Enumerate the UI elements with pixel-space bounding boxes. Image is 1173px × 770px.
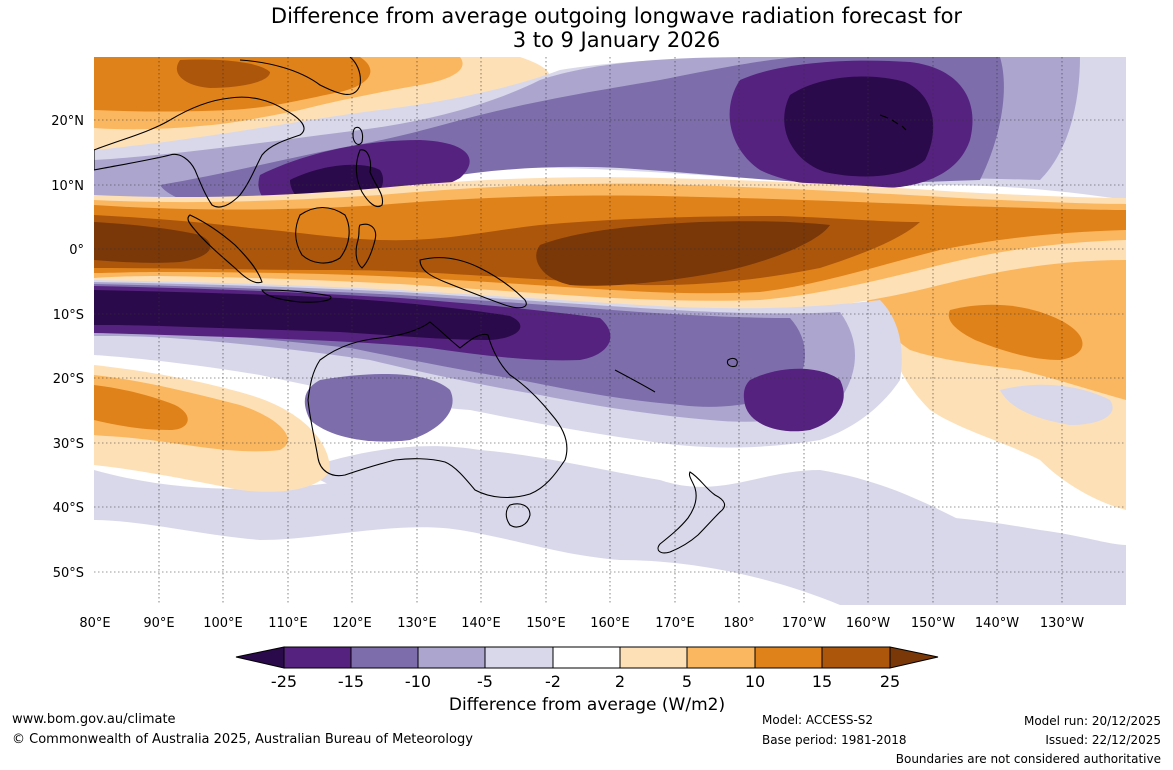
colorbar-tick-label: 25 — [880, 672, 900, 691]
colorbar-tick-label: -15 — [338, 672, 364, 691]
australia-coast — [307, 321, 568, 499]
taiwan-coast — [352, 126, 364, 145]
north-negative-core — [784, 76, 934, 177]
base-period: Base period: 1981-2018 — [762, 733, 907, 747]
lon-label: 180° — [723, 616, 754, 631]
colorbar-title: Difference from average (W/m2) — [448, 695, 726, 715]
lat-label: 0° — [69, 243, 84, 258]
new-guinea-coast — [419, 257, 527, 309]
lon-label: 130°W — [1040, 616, 1084, 631]
lon-label: 140°E — [461, 616, 501, 631]
lon-label: 170°E — [655, 616, 695, 631]
colorbar-tick-label: -25 — [271, 672, 297, 691]
colorbar-tick-label: 5 — [682, 672, 692, 691]
colorbar-segment — [350, 646, 419, 669]
sulawesi-coast — [355, 223, 377, 269]
fiji-islands — [726, 357, 738, 368]
lon-label: 160°E — [590, 616, 630, 631]
colorbar-tick-label: 2 — [615, 672, 625, 691]
lat-label: 50°S — [53, 566, 84, 581]
chart-title: Difference from average outgoing longwav… — [0, 4, 1173, 52]
anomaly-field — [94, 57, 1126, 605]
longitude-labels: 80°E 90°E 100°E 110°E 120°E 130°E 140°E … — [79, 616, 1084, 631]
lon-label: 150°E — [526, 616, 566, 631]
latitude-labels: 20°N 10°N 0° 10°S 20°S 30°S 40°S 50°S — [51, 114, 84, 581]
coastlines — [94, 57, 907, 554]
colorbar-segment — [686, 646, 756, 669]
nw-positive-center — [176, 59, 270, 88]
lon-label: 160°W — [846, 616, 890, 631]
boundary-disclaimer: Boundaries are not considered authoritat… — [895, 752, 1161, 766]
colorbar-segment — [484, 646, 554, 669]
lon-label: 80°E — [79, 616, 110, 631]
lat-label: 10°N — [51, 179, 84, 194]
colorbar-segment — [552, 646, 621, 669]
se-asia-coast — [94, 96, 305, 208]
philippines-coast — [355, 149, 384, 208]
colorbar: -25 -15 -10 -5 -2 2 5 10 15 25 — [235, 646, 939, 691]
colorbar-high-arrow — [889, 646, 939, 669]
sw-positive-strong — [94, 385, 188, 430]
gridlines — [94, 57, 1126, 605]
lon-label: 150°W — [911, 616, 955, 631]
coral-sea-mid — [304, 374, 453, 442]
south-negative-core — [94, 290, 521, 340]
title-line-1: Difference from average outgoing longwav… — [270, 4, 963, 28]
lon-label: 130°E — [397, 616, 437, 631]
colorbar-segment — [821, 646, 891, 669]
se-pacific-strong — [948, 304, 1083, 360]
copyright-text: © Commonwealth of Australia 2025, Austra… — [12, 732, 473, 747]
colorbar-segment — [417, 646, 486, 669]
sw-positive-mid — [94, 375, 288, 452]
lon-label: 140°W — [975, 616, 1019, 631]
equatorial-positive-core — [94, 221, 830, 286]
issued-date: Issued: 22/12/2025 — [1045, 733, 1161, 747]
lon-label: 170°W — [782, 616, 826, 631]
model-run: Model run: 20/12/2025 — [1023, 714, 1161, 728]
lon-label: 90°E — [143, 616, 174, 631]
colorbar-tick-label: -2 — [545, 672, 561, 691]
hawaii-islands — [879, 114, 907, 131]
lat-label: 20°S — [53, 372, 84, 387]
borneo-coast — [295, 206, 350, 264]
colorbar-tick-label: 15 — [812, 672, 832, 691]
new-caledonia — [614, 369, 656, 393]
colorbar-tick-label: -10 — [405, 672, 431, 691]
colorbar-segment — [283, 646, 352, 669]
lon-label: 100°E — [203, 616, 243, 631]
se-pacific-lightpurple — [1000, 384, 1113, 425]
colorbar-tick-label: 10 — [745, 672, 765, 691]
china-coast — [239, 57, 361, 95]
lat-label: 20°N — [51, 114, 84, 129]
lon-label: 120°E — [332, 616, 372, 631]
fiji-negative-strong — [743, 368, 844, 432]
south-tasman-haze — [300, 446, 960, 565]
website-link[interactable]: www.bom.gov.au/climate — [12, 712, 176, 727]
lon-label: 110°E — [268, 616, 308, 631]
new-zealand-coast — [657, 471, 726, 554]
colorbar-segment — [619, 646, 688, 669]
title-line-2: 3 to 9 January 2026 — [512, 28, 721, 52]
sumatra-coast — [187, 214, 263, 284]
tasmania-coast — [505, 503, 531, 528]
lat-label: 40°S — [53, 501, 84, 516]
model-name: Model: ACCESS-S2 — [762, 713, 874, 727]
south-pacific-light — [860, 515, 1126, 600]
lat-label: 10°S — [53, 308, 84, 323]
colorbar-segment — [754, 646, 823, 669]
colorbar-low-arrow — [235, 646, 285, 669]
colorbar-tick-label: -5 — [477, 672, 493, 691]
lat-label: 30°S — [53, 437, 84, 452]
java-coast — [261, 289, 332, 303]
